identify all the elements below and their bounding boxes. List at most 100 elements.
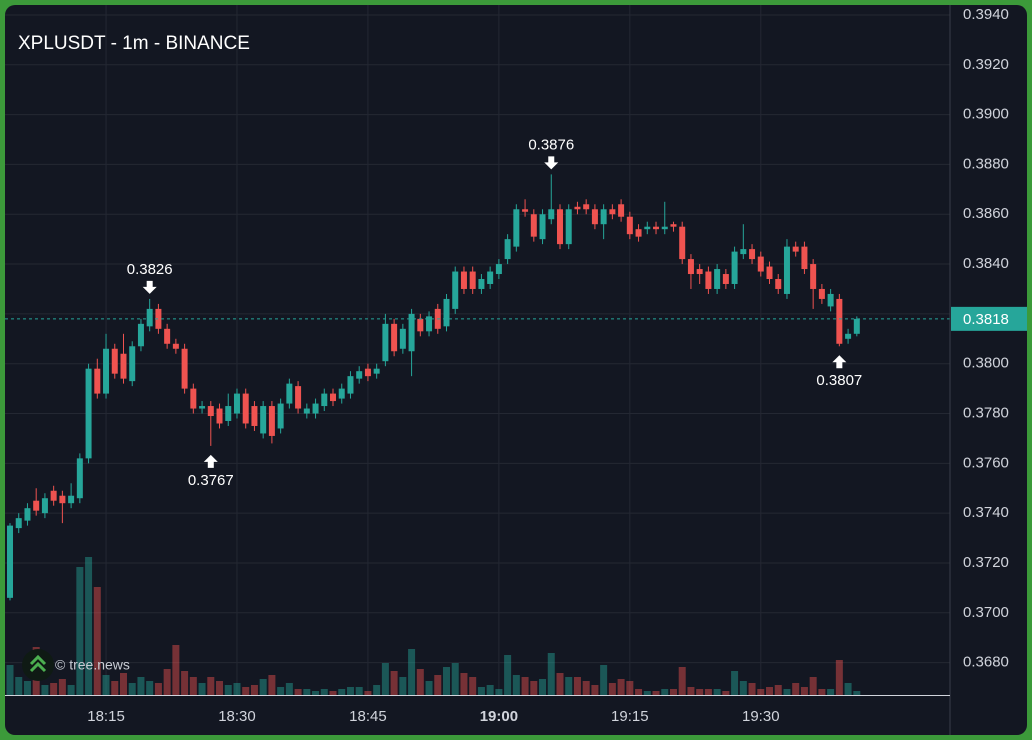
volume-bar (704, 689, 712, 695)
volume-bar (15, 677, 23, 695)
volume-bar (268, 675, 276, 695)
candle-body (714, 269, 721, 289)
x-tick-label: 18:15 (87, 708, 125, 725)
volume-bar (626, 681, 634, 695)
candle-body (312, 403, 319, 414)
volume-bar (425, 681, 433, 695)
grid (5, 5, 950, 695)
candle-body (190, 388, 197, 409)
volume-bar (50, 683, 58, 695)
candle-body (417, 318, 424, 332)
volume-bar (408, 649, 416, 695)
x-tick-label: 19:15 (611, 708, 649, 725)
candle-body (347, 376, 354, 394)
volume-bar (617, 679, 625, 695)
candle-body (853, 318, 860, 334)
volume-bar (163, 669, 171, 695)
high-label: 0.3826 (127, 261, 173, 278)
volume-bar (277, 687, 285, 695)
volume-bar (434, 675, 442, 695)
candle-body (766, 266, 773, 280)
volume-bar (696, 689, 704, 695)
volume-bar (582, 681, 590, 695)
volume-bar (181, 671, 189, 695)
volume-bar (600, 665, 608, 695)
volume-bar (766, 687, 774, 695)
volume-bar (355, 687, 363, 695)
candle-body (181, 348, 188, 389)
candle-body (251, 406, 258, 426)
candle-body (644, 226, 651, 230)
candle-body (722, 274, 729, 284)
low-label: 0.3807 (816, 372, 862, 389)
candle-body (452, 271, 459, 309)
candle-body (583, 204, 590, 210)
volume-bar (312, 691, 320, 695)
candle-body (338, 388, 345, 399)
volume-bar (6, 665, 14, 695)
low-arrow (832, 355, 847, 369)
high-arrow (142, 280, 157, 294)
y-tick-label: 0.3740 (963, 504, 1009, 521)
volume-bar (722, 691, 730, 695)
candle-body (137, 323, 144, 347)
candle-body (146, 308, 153, 327)
volume-bar (731, 671, 739, 695)
volume-bar (443, 667, 450, 695)
volume-bar (556, 673, 564, 695)
volume-bar (757, 689, 765, 695)
candle-body (845, 333, 852, 339)
volume-bar (224, 685, 232, 695)
candle-body (687, 259, 694, 275)
candle-body (460, 271, 467, 289)
candle-body (757, 256, 764, 272)
candle-body (836, 298, 843, 344)
candle-body (696, 269, 703, 275)
volume-bar (285, 683, 293, 695)
volume-bar (250, 685, 258, 695)
y-tick-label: 0.3780 (963, 404, 1009, 421)
candle-body (373, 368, 380, 374)
volume-bar (827, 689, 835, 695)
high-arrow (544, 156, 559, 170)
candle-body (268, 406, 275, 436)
last-price-label: 0.3818 (963, 311, 1009, 328)
volume-bar (76, 567, 84, 695)
y-tick-label: 0.3900 (963, 106, 1009, 123)
candle-body (382, 323, 389, 362)
candle-body (626, 216, 633, 235)
candle-body (303, 408, 310, 414)
volume-bar (189, 677, 197, 695)
volume-bar (137, 677, 145, 695)
last-price-box (951, 306, 1027, 331)
y-tick-label: 0.3940 (963, 6, 1009, 23)
volume-bar (41, 685, 49, 695)
volume-bar (547, 653, 555, 695)
volume-bar (128, 683, 136, 695)
volume-bar (477, 687, 485, 695)
candle-body (391, 323, 398, 352)
volume-bar (774, 685, 782, 695)
high-label: 0.3876 (528, 136, 574, 153)
y-tick-label: 0.3920 (963, 56, 1009, 73)
candle-body (705, 271, 712, 289)
candle-layer (7, 174, 860, 601)
volume-bar (591, 685, 599, 695)
candle-body (172, 343, 179, 349)
candle-body (94, 368, 101, 394)
volume-bar (416, 669, 424, 695)
volume-bar (809, 677, 817, 695)
volume-bar (469, 677, 477, 695)
volume-bar (495, 689, 503, 695)
volume-bar (119, 673, 127, 695)
candle-body (111, 348, 118, 374)
volume-bar (635, 689, 643, 695)
volume-bar (661, 689, 669, 695)
candle-body (76, 458, 83, 499)
candle-body (443, 298, 450, 327)
y-tick-label: 0.3700 (963, 604, 1009, 621)
candle-body (556, 209, 563, 245)
candle-body (33, 500, 40, 511)
volume-bar (390, 671, 398, 695)
candle-body (548, 209, 555, 220)
